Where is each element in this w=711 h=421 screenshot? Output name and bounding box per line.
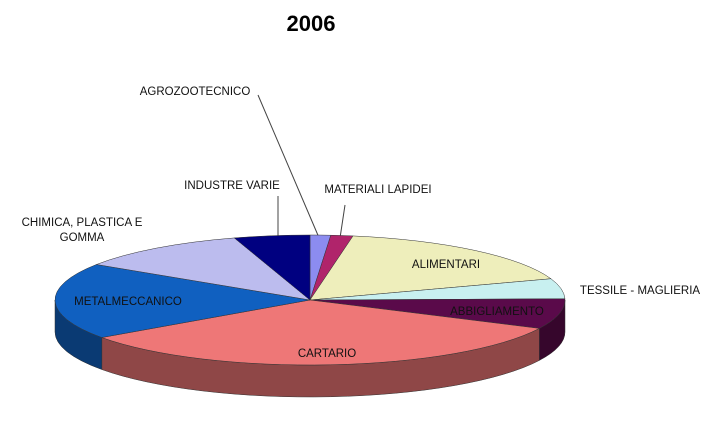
slice-label: METALMECCANICO <box>74 296 182 308</box>
slice-label: CHIMICA, PLASTICA E GOMMA <box>21 217 143 244</box>
chart-title: 2006 <box>286 11 336 36</box>
slice-label: ALIMENTARI <box>411 259 481 271</box>
slice-label: CARTARIO <box>297 348 357 360</box>
slice-label: ABBIGLIAMENTO <box>450 306 544 318</box>
pie-slice <box>95 237 311 301</box>
pie-slice <box>54 264 311 338</box>
pie-slice <box>100 299 541 366</box>
slice-label: TESSILE - MAGLIERIA <box>579 285 701 297</box>
leader-line <box>257 94 321 241</box>
pie-slice <box>309 298 566 329</box>
pie-slice <box>233 234 311 301</box>
slice-label: AGROZOOTECNICO <box>139 86 251 98</box>
pie-sides <box>54 299 566 398</box>
slice-label: MATERIALI LAPIDEI <box>324 184 432 196</box>
slice-label: INDUSTRE VARIE <box>184 180 280 192</box>
leader-line <box>339 204 346 239</box>
